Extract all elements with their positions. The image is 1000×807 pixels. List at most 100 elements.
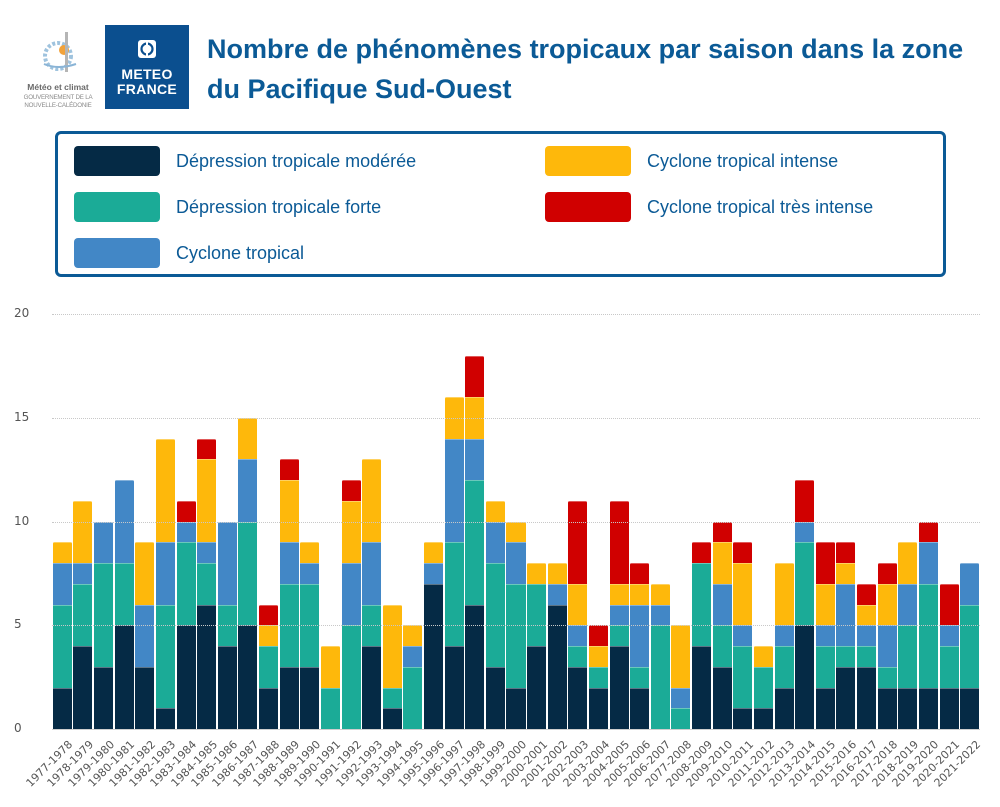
bar-segment[interactable] [197, 542, 217, 563]
bar-segment[interactable] [630, 604, 650, 667]
bar-segment[interactable] [877, 666, 897, 688]
bar-segment[interactable] [857, 583, 877, 605]
bar-segment[interactable] [155, 438, 175, 543]
bar-2021-2022[interactable] [960, 563, 980, 729]
bar-segment[interactable] [650, 583, 670, 605]
bar-segment[interactable] [588, 625, 608, 646]
bar-2005-2006[interactable] [630, 563, 650, 729]
bar-1998-1999[interactable] [485, 500, 505, 729]
bar-segment[interactable] [485, 521, 505, 563]
bar-segment[interactable] [279, 666, 299, 729]
bar-segment[interactable] [918, 687, 938, 729]
bar-segment[interactable] [527, 583, 547, 646]
bar-segment[interactable] [815, 583, 835, 626]
bar-segment[interactable] [506, 521, 526, 543]
bar-segment[interactable] [362, 459, 382, 543]
bar-segment[interactable] [465, 480, 485, 605]
bar-2004-2005[interactable] [609, 500, 629, 729]
bar-1999-2000[interactable] [506, 521, 526, 729]
bar-2009-2010[interactable] [712, 521, 732, 729]
bar-segment[interactable] [362, 646, 382, 729]
bar-segment[interactable] [259, 604, 279, 626]
bar-segment[interactable] [424, 563, 444, 584]
bar-segment[interactable] [774, 646, 794, 688]
bar-segment[interactable] [52, 687, 72, 729]
bar-segment[interactable] [485, 500, 505, 522]
bar-segment[interactable] [568, 583, 588, 626]
bar-segment[interactable] [485, 563, 505, 667]
bar-segment[interactable] [733, 708, 753, 729]
bar-1977-1978[interactable] [52, 542, 72, 729]
bar-segment[interactable] [712, 666, 732, 729]
bar-segment[interactable] [918, 542, 938, 584]
bar-segment[interactable] [176, 542, 196, 626]
bar-segment[interactable] [712, 625, 732, 667]
bar-segment[interactable] [692, 563, 712, 646]
bar-segment[interactable] [465, 355, 485, 397]
bar-segment[interactable] [609, 500, 629, 584]
bar-2006-2007[interactable] [650, 583, 670, 729]
bar-2016-2017[interactable] [857, 583, 877, 729]
bar-2008-2009[interactable] [692, 542, 712, 729]
bar-segment[interactable] [300, 542, 320, 563]
bar-1996-1997[interactable] [444, 397, 464, 729]
bar-segment[interactable] [568, 500, 588, 584]
bar-segment[interactable] [630, 666, 650, 688]
bar-segment[interactable] [135, 604, 155, 667]
bar-segment[interactable] [94, 521, 114, 563]
bar-segment[interactable] [960, 563, 980, 605]
bar-segment[interactable] [73, 646, 93, 729]
bar-segment[interactable] [836, 666, 856, 729]
bar-segment[interactable] [155, 604, 175, 709]
bar-segment[interactable] [898, 583, 918, 626]
bar-segment[interactable] [712, 521, 732, 543]
bar-segment[interactable] [114, 625, 134, 729]
bar-2020-2021[interactable] [939, 583, 959, 729]
bar-segment[interactable] [877, 625, 897, 667]
bar-segment[interactable] [52, 604, 72, 688]
bar-segment[interactable] [898, 687, 918, 729]
bar-segment[interactable] [259, 687, 279, 729]
bar-segment[interactable] [444, 542, 464, 646]
bar-segment[interactable] [73, 583, 93, 646]
bar-1993-1994[interactable] [382, 604, 402, 729]
bar-segment[interactable] [52, 563, 72, 605]
bar-segment[interactable] [753, 646, 773, 667]
bar-segment[interactable] [630, 687, 650, 729]
bar-segment[interactable] [547, 604, 567, 729]
bar-segment[interactable] [795, 542, 815, 626]
bar-segment[interactable] [362, 542, 382, 605]
bar-segment[interactable] [197, 563, 217, 605]
bar-segment[interactable] [836, 542, 856, 563]
bar-segment[interactable] [465, 438, 485, 480]
bar-segment[interactable] [197, 459, 217, 543]
bar-segment[interactable] [259, 646, 279, 688]
bar-segment[interactable] [444, 438, 464, 543]
bar-segment[interactable] [279, 480, 299, 543]
bar-segment[interactable] [857, 604, 877, 626]
bar-segment[interactable] [795, 480, 815, 522]
bar-segment[interactable] [774, 687, 794, 729]
bar-segment[interactable] [692, 646, 712, 729]
bar-segment[interactable] [217, 521, 237, 605]
bar-2018-2019[interactable] [898, 542, 918, 729]
bar-segment[interactable] [238, 625, 258, 729]
bar-segment[interactable] [527, 646, 547, 729]
bar-segment[interactable] [609, 604, 629, 626]
bar-1984-1985[interactable] [197, 438, 217, 729]
bar-segment[interactable] [671, 687, 691, 709]
bar-segment[interactable] [650, 604, 670, 626]
bar-segment[interactable] [279, 459, 299, 480]
bar-2012-2013[interactable] [774, 563, 794, 729]
bar-segment[interactable] [547, 583, 567, 605]
bar-segment[interactable] [444, 646, 464, 729]
bar-segment[interactable] [424, 583, 444, 729]
bar-segment[interactable] [238, 521, 258, 626]
bar-1994-1995[interactable] [403, 625, 423, 729]
bar-segment[interactable] [857, 666, 877, 729]
bar-segment[interactable] [733, 563, 753, 626]
bar-segment[interactable] [485, 666, 505, 729]
bar-segment[interactable] [568, 666, 588, 729]
bar-segment[interactable] [217, 646, 237, 729]
bar-2017-2018[interactable] [877, 563, 897, 729]
